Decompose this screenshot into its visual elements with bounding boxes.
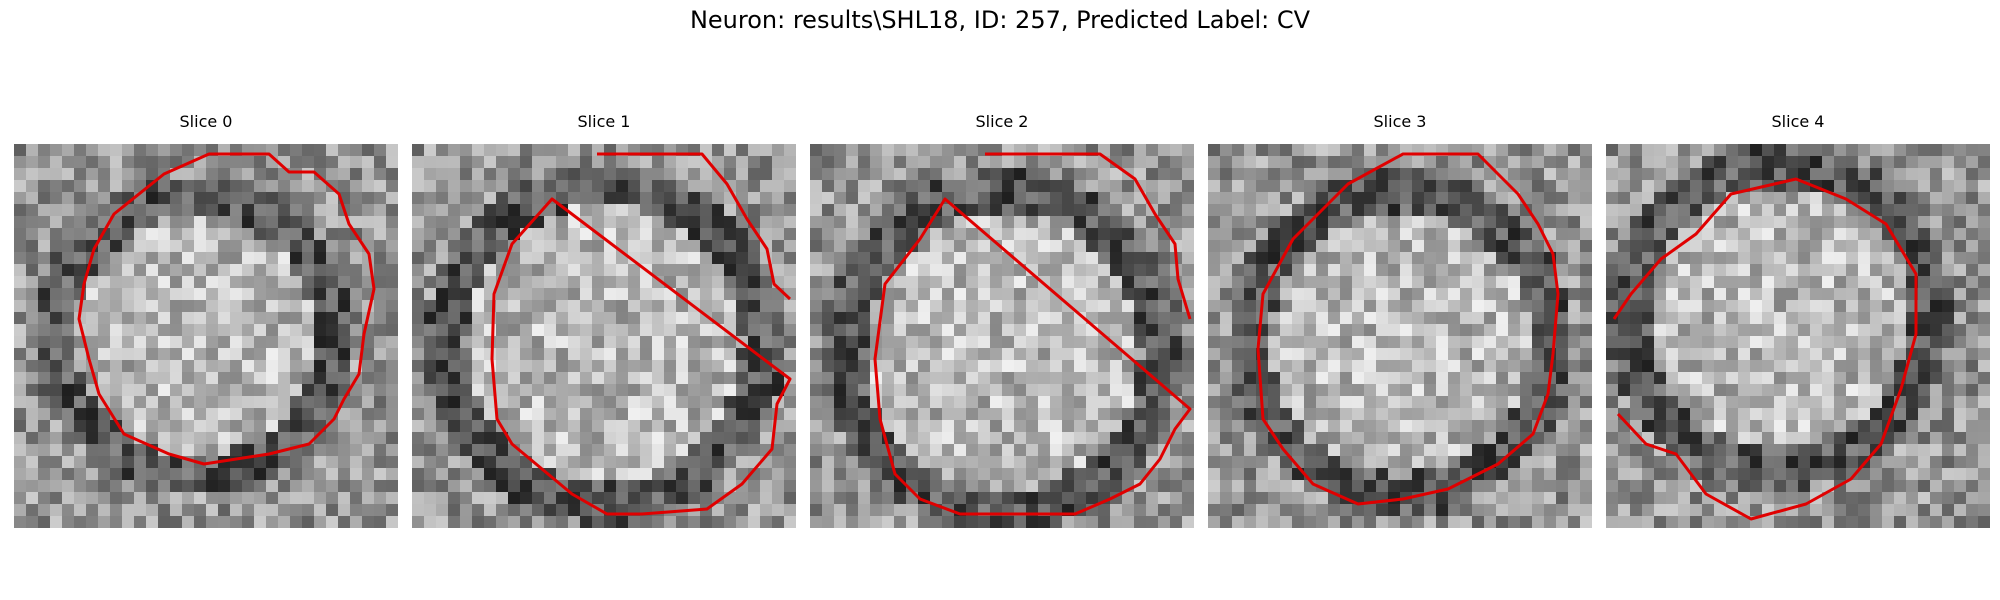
slice-image-0: [14, 144, 398, 528]
slice-title: Slice 1: [577, 112, 631, 131]
slice-panel-0: Slice 0: [14, 110, 398, 528]
slice-title: Slice 0: [179, 112, 233, 131]
slice-image-3: [1208, 144, 1592, 528]
slice-title: Slice 2: [975, 112, 1029, 131]
neuron-contour: [77, 152, 376, 466]
neuron-contour: [873, 152, 1192, 516]
grayscale-pixels: [14, 144, 398, 528]
slice-panel-1: Slice 1: [412, 110, 796, 528]
figure-title: Neuron: results\SHL18, ID: 257, Predicte…: [689, 6, 1311, 34]
slice-title: Slice 4: [1771, 112, 1825, 131]
slice-image-2: [810, 144, 1194, 528]
neuron-contour: [490, 152, 792, 516]
grayscale-pixels: [810, 144, 1194, 528]
neuron-contour: [1256, 152, 1560, 506]
neuron-contour: [1612, 177, 1918, 521]
slice-image-1: [412, 144, 796, 528]
slice-image-4: [1606, 144, 1990, 528]
grayscale-pixels: [1208, 144, 1592, 528]
slice-panel-3: Slice 3: [1208, 110, 1592, 528]
slice-panel-4: Slice 4: [1606, 110, 1990, 528]
slice-title: Slice 3: [1373, 112, 1427, 131]
slice-panel-2: Slice 2: [810, 110, 1194, 528]
grayscale-pixels: [1606, 144, 1990, 528]
